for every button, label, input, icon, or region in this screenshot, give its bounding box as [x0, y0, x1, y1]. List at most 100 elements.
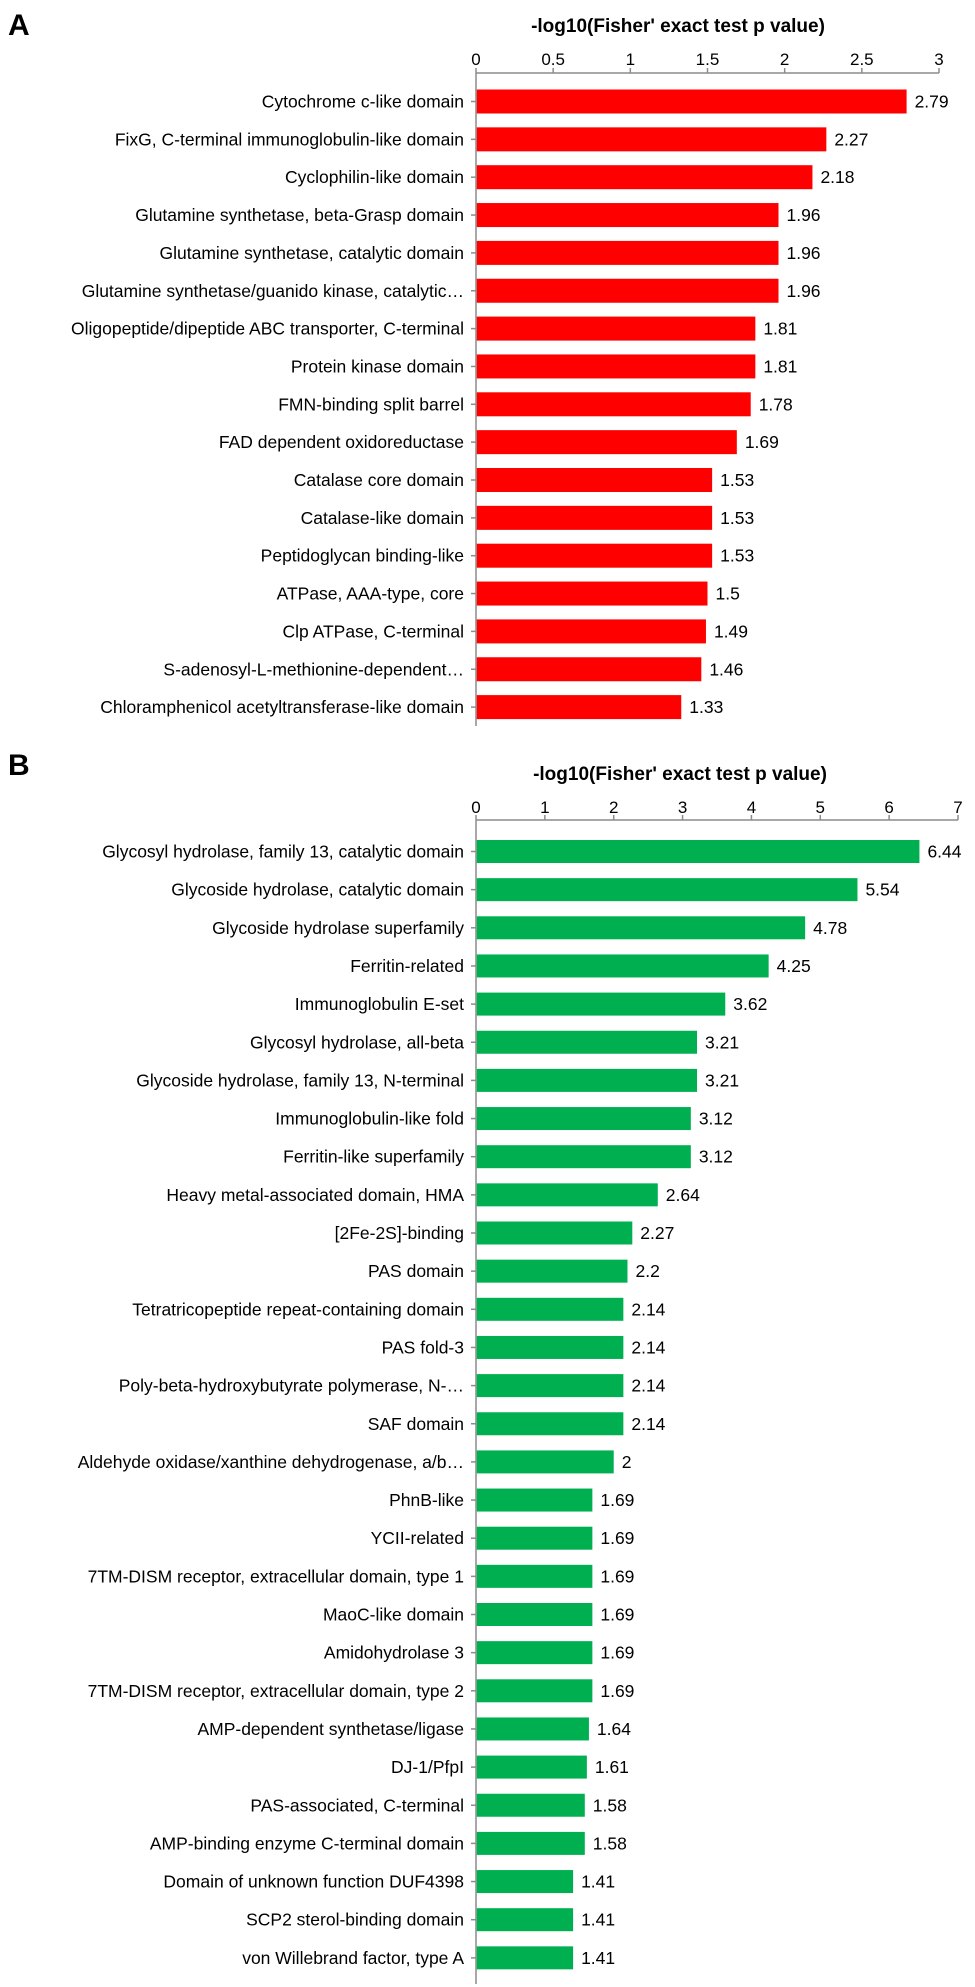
- bar: [476, 543, 713, 568]
- category-label: Clp ATPase, C-terminal: [282, 621, 464, 641]
- bar: [476, 916, 806, 940]
- x-tick-label: 7: [953, 798, 962, 817]
- bar: [476, 1374, 624, 1398]
- bar: [476, 1793, 585, 1817]
- category-label: Protein kinase domain: [291, 356, 464, 376]
- bar: [476, 468, 713, 492]
- category-label: Glutamine synthetase, beta-Grasp domain: [135, 205, 464, 225]
- category-label: Immunoglobulin-like fold: [275, 1109, 464, 1129]
- category-label: Ferritin-like superfamily: [283, 1147, 464, 1167]
- data-label: 2.27: [640, 1223, 674, 1243]
- category-label: PAS-associated, C-terminal: [250, 1795, 464, 1815]
- category-label: Domain of unknown function DUF4398: [163, 1872, 464, 1892]
- category-label: FMN-binding split barrel: [278, 394, 464, 414]
- bar: [476, 392, 751, 417]
- category-label: PAS fold-3: [382, 1337, 464, 1357]
- category-label: 7TM-DISM receptor, extracellular domain,…: [88, 1681, 464, 1701]
- data-label: 1.58: [593, 1833, 627, 1853]
- x-tick-label: 0: [471, 798, 480, 817]
- bar: [476, 840, 920, 863]
- category-label: Cytochrome c-like domain: [262, 92, 464, 112]
- data-label: 1.46: [709, 659, 743, 679]
- category-label: Glutamine synthetase, catalytic domain: [160, 243, 464, 263]
- data-label: 1.53: [720, 470, 754, 490]
- category-label: Glycoside hydrolase superfamily: [212, 918, 464, 938]
- bar: [476, 1831, 585, 1855]
- category-label: Chloramphenicol acetyltransferase-like d…: [100, 697, 464, 717]
- category-label: Ferritin-related: [350, 956, 464, 976]
- category-label: PAS domain: [368, 1261, 464, 1281]
- bar: [476, 1526, 593, 1550]
- category-label: Glycoside hydrolase, family 13, N-termin…: [136, 1070, 464, 1090]
- category-label: AMP-binding enzyme C-terminal domain: [150, 1833, 464, 1853]
- category-label: AMP-dependent synthetase/ligase: [197, 1719, 464, 1739]
- bar: [476, 657, 702, 682]
- x-tick-label: 0: [471, 50, 480, 69]
- data-label: 3.12: [699, 1147, 733, 1167]
- category-label: PhnB-like: [389, 1490, 464, 1510]
- category-label: SCP2 sterol-binding domain: [246, 1910, 464, 1930]
- data-label: 5.54: [865, 880, 899, 900]
- bar: [476, 354, 756, 379]
- category-label: Glycosyl hydrolase, all-beta: [250, 1032, 464, 1052]
- category-label: YCII-related: [371, 1528, 464, 1548]
- x-tick-label: 2.5: [850, 50, 874, 69]
- x-tick-label: 0.5: [541, 50, 565, 69]
- category-label: Oligopeptide/dipeptide ABC transporter, …: [71, 319, 464, 339]
- bar: [476, 1488, 593, 1512]
- panel-b: B -log10(Fisher' exact test p value) 0 1 2…: [8, 749, 963, 1984]
- bar: [476, 1908, 574, 1932]
- bar: [476, 878, 858, 902]
- data-label: 1.78: [759, 394, 793, 414]
- category-label: Peptidoglycan binding-like: [261, 546, 464, 566]
- category-label: 7TM-DISM receptor, extracellular domain,…: [88, 1566, 464, 1586]
- category-label: Catalase core domain: [294, 470, 464, 490]
- data-label: 2: [622, 1452, 632, 1472]
- x-tick-label: 4: [747, 798, 756, 817]
- category-label: FixG, C-terminal immunoglobulin-like dom…: [115, 129, 464, 149]
- bar: [476, 1946, 574, 1970]
- data-label: 1.69: [600, 1566, 634, 1586]
- category-label: Poly-beta-hydroxybutyrate polymerase, N-…: [119, 1376, 464, 1396]
- data-label: 3.21: [705, 1070, 739, 1090]
- data-label: 1.58: [593, 1795, 627, 1815]
- bar: [476, 581, 708, 606]
- bar: [476, 1183, 658, 1207]
- data-label: 1.41: [581, 1910, 615, 1930]
- bar: [476, 165, 813, 190]
- data-label: 1.69: [600, 1681, 634, 1701]
- bar: [476, 430, 737, 455]
- data-label: 2.14: [631, 1299, 665, 1319]
- bar: [476, 1755, 587, 1779]
- bar: [476, 1641, 593, 1665]
- category-label: Glycoside hydrolase, catalytic domain: [171, 880, 464, 900]
- category-label: Tetratricopeptide repeat-containing doma…: [132, 1299, 464, 1319]
- category-label: S-adenosyl-L-methionine-dependent…: [163, 659, 464, 679]
- data-label: 1.64: [597, 1719, 631, 1739]
- data-label: 1.96: [786, 205, 820, 225]
- category-label: Immunoglobulin E-set: [295, 994, 464, 1014]
- panel-a-axis-title: -log10(Fisher' exact test p value): [531, 16, 825, 37]
- category-label: SAF domain: [368, 1414, 464, 1434]
- category-label: Glutamine synthetase/guanido kinase, cat…: [82, 281, 464, 301]
- category-label: Heavy metal-associated domain, HMA: [166, 1185, 464, 1205]
- x-tick-label: 3: [934, 50, 943, 69]
- bar: [476, 695, 682, 720]
- data-label: 1.69: [600, 1605, 634, 1625]
- data-label: 2.14: [631, 1337, 665, 1357]
- category-label: ATPase, AAA-type, core: [277, 584, 464, 604]
- x-tick-label: 6: [884, 798, 893, 817]
- bar: [476, 278, 779, 303]
- bar: [476, 89, 907, 114]
- category-label: von Willebrand factor, type A: [242, 1948, 464, 1968]
- x-tick-label: 1.5: [696, 50, 720, 69]
- data-label: 1.81: [763, 319, 797, 339]
- bar: [476, 1221, 633, 1245]
- bar: [476, 240, 779, 265]
- bar: [476, 1679, 593, 1703]
- data-label: 3.21: [705, 1032, 739, 1052]
- data-label: 2.18: [820, 167, 854, 187]
- data-label: 2.2: [635, 1261, 659, 1281]
- x-tick-label: 2: [780, 50, 789, 69]
